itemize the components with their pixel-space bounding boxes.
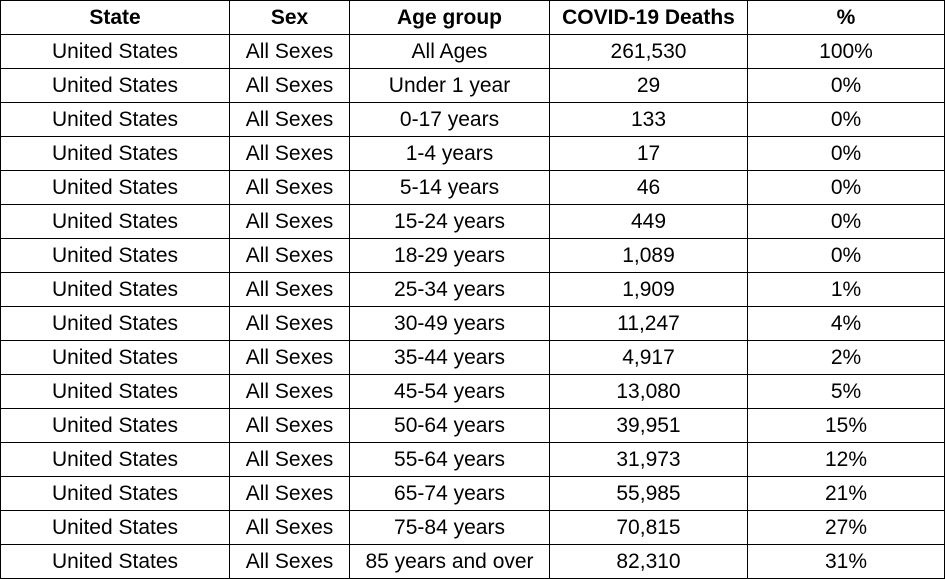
- table-cell: 18-29 years: [350, 239, 550, 273]
- table-cell: All Sexes: [230, 409, 350, 443]
- table-cell: United States: [0, 443, 230, 477]
- table-cell: All Sexes: [230, 273, 350, 307]
- table-cell: All Sexes: [230, 35, 350, 69]
- table-cell: 85 years and over: [350, 545, 550, 579]
- table-cell: 0%: [748, 171, 945, 205]
- table-cell: 46: [550, 171, 748, 205]
- table-cell: All Sexes: [230, 103, 350, 137]
- table-cell: 75-84 years: [350, 511, 550, 545]
- table-cell: 55,985: [550, 477, 748, 511]
- table-cell: All Sexes: [230, 239, 350, 273]
- table-cell: 1,089: [550, 239, 748, 273]
- table-cell: 133: [550, 103, 748, 137]
- column-header: %: [748, 0, 945, 35]
- table-cell: United States: [0, 137, 230, 171]
- table-cell: United States: [0, 341, 230, 375]
- table-cell: 2%: [748, 341, 945, 375]
- table-cell: 11,247: [550, 307, 748, 341]
- table-cell: 13,080: [550, 375, 748, 409]
- table-cell: All Sexes: [230, 341, 350, 375]
- table-cell: 0%: [748, 103, 945, 137]
- table-cell: 0%: [748, 239, 945, 273]
- column-header: COVID-19 Deaths: [550, 0, 748, 35]
- table-cell: All Sexes: [230, 171, 350, 205]
- table-cell: 0%: [748, 69, 945, 103]
- table-cell: 17: [550, 137, 748, 171]
- table-cell: 31%: [748, 545, 945, 579]
- table-cell: 1%: [748, 273, 945, 307]
- table-cell: 70,815: [550, 511, 748, 545]
- table-cell: 4%: [748, 307, 945, 341]
- table-cell: All Ages: [350, 35, 550, 69]
- table-cell: United States: [0, 545, 230, 579]
- table-cell: United States: [0, 69, 230, 103]
- column-header: Sex: [230, 0, 350, 35]
- table-cell: 0%: [748, 205, 945, 239]
- table-cell: 4,917: [550, 341, 748, 375]
- table-cell: 0-17 years: [350, 103, 550, 137]
- column-header: Age group: [350, 0, 550, 35]
- table-cell: United States: [0, 307, 230, 341]
- table-cell: 449: [550, 205, 748, 239]
- table-cell: 65-74 years: [350, 477, 550, 511]
- table-cell: 30-49 years: [350, 307, 550, 341]
- table-cell: United States: [0, 409, 230, 443]
- table-cell: United States: [0, 171, 230, 205]
- table-cell: 12%: [748, 443, 945, 477]
- table-cell: 21%: [748, 477, 945, 511]
- table-cell: All Sexes: [230, 443, 350, 477]
- table-cell: 100%: [748, 35, 945, 69]
- table-cell: 0%: [748, 137, 945, 171]
- table-cell: United States: [0, 205, 230, 239]
- table-cell: 1,909: [550, 273, 748, 307]
- table-cell: 5%: [748, 375, 945, 409]
- table-cell: 27%: [748, 511, 945, 545]
- table-cell: All Sexes: [230, 477, 350, 511]
- table-cell: 82,310: [550, 545, 748, 579]
- table-cell: 15-24 years: [350, 205, 550, 239]
- table-cell: 29: [550, 69, 748, 103]
- table-cell: 55-64 years: [350, 443, 550, 477]
- table-cell: United States: [0, 477, 230, 511]
- table-cell: 39,951: [550, 409, 748, 443]
- table-cell: 15%: [748, 409, 945, 443]
- table-cell: United States: [0, 273, 230, 307]
- table-cell: United States: [0, 239, 230, 273]
- table-cell: Under 1 year: [350, 69, 550, 103]
- table-cell: 35-44 years: [350, 341, 550, 375]
- table-cell: 45-54 years: [350, 375, 550, 409]
- table-cell: United States: [0, 375, 230, 409]
- table-cell: All Sexes: [230, 375, 350, 409]
- table-cell: 31,973: [550, 443, 748, 477]
- table-cell: United States: [0, 35, 230, 69]
- table-cell: 5-14 years: [350, 171, 550, 205]
- table-cell: 261,530: [550, 35, 748, 69]
- table-cell: United States: [0, 511, 230, 545]
- column-header: State: [0, 0, 230, 35]
- table-cell: United States: [0, 103, 230, 137]
- table-cell: All Sexes: [230, 545, 350, 579]
- table-cell: All Sexes: [230, 69, 350, 103]
- table-cell: All Sexes: [230, 137, 350, 171]
- table-cell: All Sexes: [230, 307, 350, 341]
- table-cell: 25-34 years: [350, 273, 550, 307]
- table-cell: All Sexes: [230, 205, 350, 239]
- table-cell: 50-64 years: [350, 409, 550, 443]
- table-cell: All Sexes: [230, 511, 350, 545]
- table-cell: 1-4 years: [350, 137, 550, 171]
